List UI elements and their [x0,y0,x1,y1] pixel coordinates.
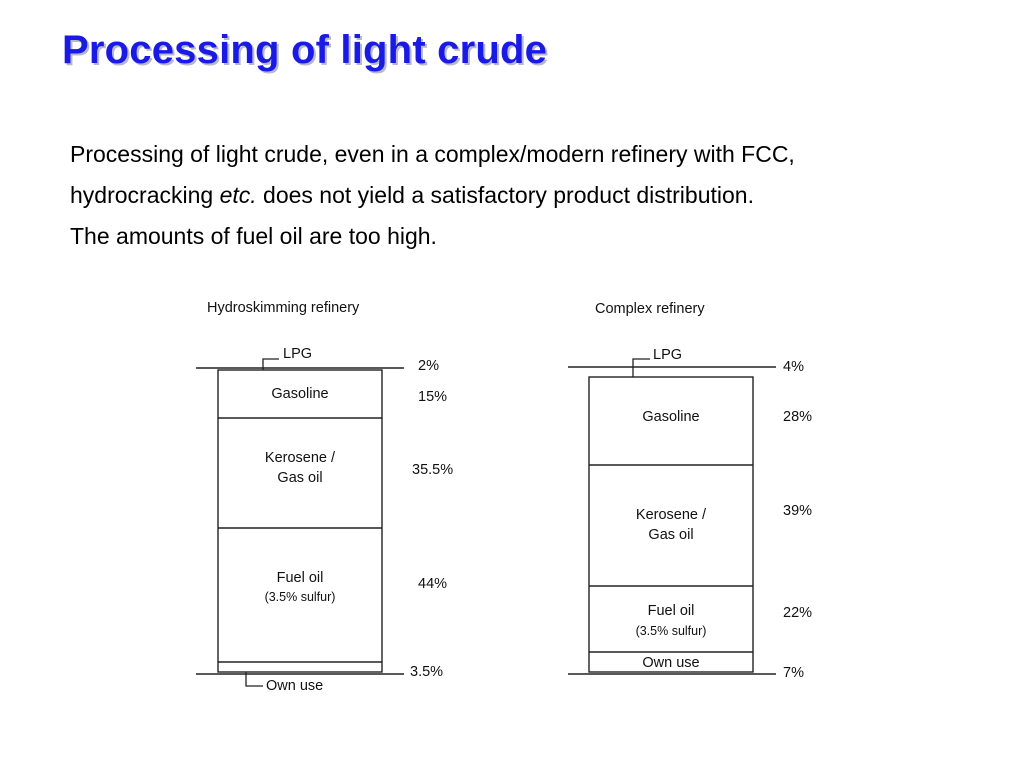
complex-title: Complex refinery [595,301,705,317]
complex-ownuse-percent: 7% [783,665,804,681]
hydroskimming-fueloil-sulfur: (3.5% sulfur) [265,590,336,604]
hydroskimming-gasoline-label: Gasoline [271,386,328,402]
slide-body-text: Processing of light crude, even in a com… [70,134,1000,257]
hydroskimming-lpg-percent: 2% [418,358,439,374]
hydroskimming-gasoil-label: Gas oil [277,470,322,486]
hydroskimming-kerosene-label: Kerosene / [265,450,336,466]
complex-fueloil-percent: 22% [783,605,812,621]
hydroskimming-gasoline-percent: 15% [418,389,447,405]
complex-column [588,376,754,673]
hydroskimming-lpg-label: LPG [283,346,312,362]
hydroskimming-kerosene-percent: 35.5% [412,462,453,478]
complex-gasoil-label: Gas oil [648,527,693,543]
complex-lpg-leader [632,358,650,377]
complex-gasoline-label: Gasoline [642,409,699,425]
complex-lpg-label: LPG [653,347,682,363]
complex-kerosene-label: Kerosene / [636,507,707,523]
hydroskimming-fueloil-label: Fuel oil [277,570,324,586]
hydroskimming-ownuse-leader [245,672,263,687]
complex-fueloil-sulfur: (3.5% sulfur) [636,624,707,638]
complex-lpg-percent: 4% [783,359,804,375]
hydroskimming-ownuse-label: Own use [266,678,323,694]
body-line-1: Processing of light crude, even in a com… [70,141,795,167]
body-line-2-start: hydrocracking [70,182,220,208]
slide-title: Processing of light crude [62,28,548,72]
body-line-2-end: does not yield a satisfactory product di… [256,182,754,208]
complex-fueloil-label: Fuel oil [648,603,695,619]
complex-gasoline-percent: 28% [783,409,812,425]
complex-kerosene-percent: 39% [783,503,812,519]
hydroskimming-lpg-leader [262,358,279,370]
body-line-2: hydrocracking etc. does not yield a sati… [70,175,1000,216]
complex-ownuse-label: Own use [642,655,699,671]
hydroskimming-diagram: Hydroskimming refinery LPG 2% Gasoline 1… [196,300,453,694]
body-line-2-etc: etc. [219,182,257,208]
hydroskimming-title: Hydroskimming refinery [207,300,360,316]
hydroskimming-fueloil-percent: 44% [418,576,447,592]
hydroskimming-ownuse-percent: 3.5% [410,664,443,680]
body-line-3: The amounts of fuel oil are too high. [70,223,437,249]
hydroskimming-column [217,369,383,673]
complex-diagram: Complex refinery LPG 4% Gasoline 28% Ker… [568,301,812,681]
